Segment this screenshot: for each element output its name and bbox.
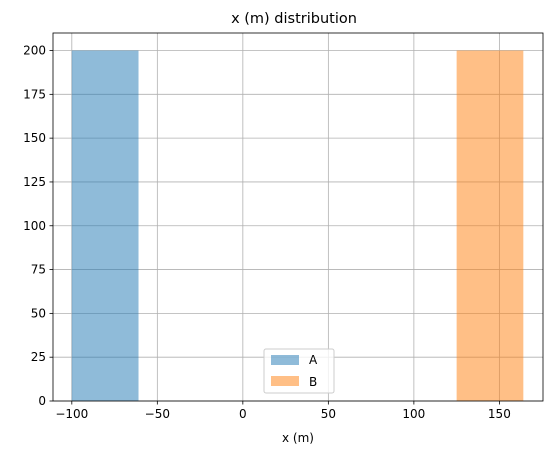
y-axis-ticks: 0 25 50 75 100 125 150 175 200: [23, 44, 53, 408]
legend-swatch-b: [271, 376, 299, 386]
x-tick-label-0: −100: [55, 407, 88, 421]
plot-frame: [52, 32, 544, 402]
bar-series-a-0: [71, 50, 139, 402]
x-tick-label-2: 0: [239, 407, 247, 421]
y-tick-label-6: 150: [23, 131, 46, 145]
y-tick-label-7: 175: [23, 87, 46, 101]
x-tick-label-4: 100: [402, 407, 425, 421]
legend: A B: [263, 348, 335, 394]
legend-label-b: B: [309, 375, 317, 389]
x-tick-label-1: −50: [145, 407, 170, 421]
legend-swatch-a: [271, 355, 299, 365]
y-tick-label-5: 125: [23, 175, 46, 189]
y-tick-label-2: 50: [31, 306, 46, 320]
x-tick-label-3: 50: [321, 407, 336, 421]
bars: [71, 50, 524, 402]
x-axis-label: x (m): [282, 431, 314, 445]
legend-label-a: A: [309, 353, 318, 367]
chart-title: x (m) distribution: [231, 11, 357, 27]
y-tick-label-8: 200: [23, 44, 46, 58]
y-tick-label-0: 0: [38, 394, 46, 408]
y-tick-label-3: 75: [31, 263, 46, 277]
bar-series-b-0: [456, 50, 524, 402]
x-tick-label-5: 150: [488, 407, 511, 421]
y-tick-label-1: 25: [31, 350, 46, 364]
x-axis-ticks: −100 −50 0 50 100 150: [55, 401, 511, 421]
y-tick-label-4: 100: [23, 219, 46, 233]
